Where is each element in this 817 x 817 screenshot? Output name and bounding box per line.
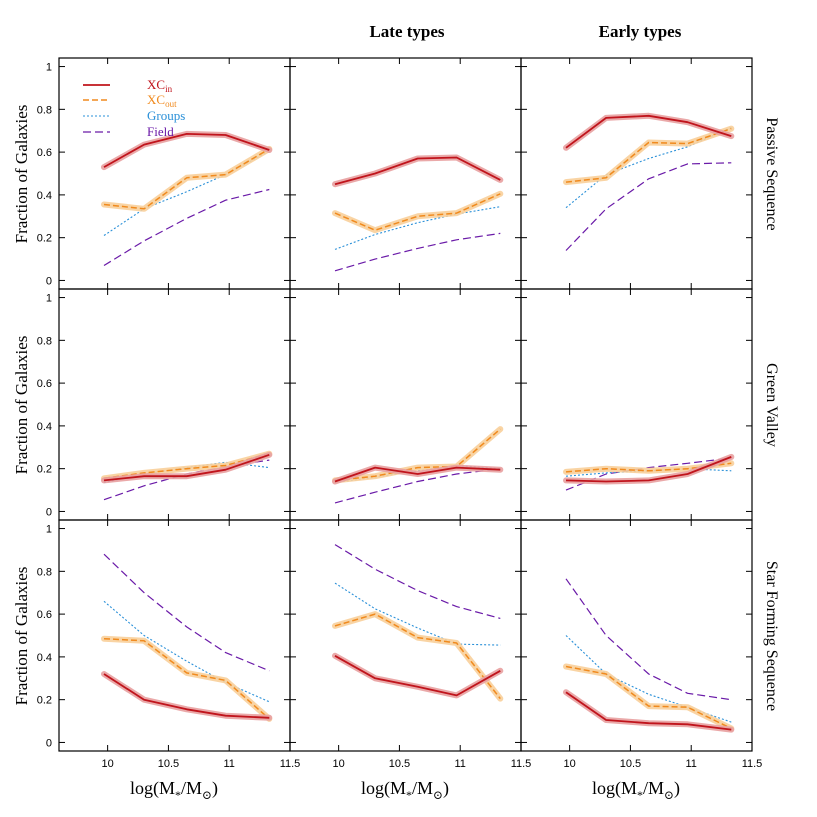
panel-r2-c2 <box>289 288 522 521</box>
row-title-green-valley: Green Valley <box>763 363 780 447</box>
panel-frame <box>58 57 291 290</box>
panel-r3-c3: 10 10.5 11 11.5 <box>520 519 763 770</box>
x-axis-label-col3: log(M*/M⊙) <box>592 778 680 802</box>
y-tick-label: 0.4 <box>37 652 52 664</box>
y-tick-label: 1 <box>46 293 52 305</box>
x-tick-label: 10 <box>333 758 345 770</box>
legend: XCin XCout Groups Field <box>83 77 185 139</box>
panel-frame <box>520 288 753 521</box>
series-band-xc-out <box>101 145 273 212</box>
panel-frame <box>289 519 522 752</box>
panel-r2-c1: 0 0.2 0.4 0.6 0.8 1 <box>37 288 291 521</box>
series-line-xc-out <box>334 193 501 231</box>
row-title-star-forming-sequence: Star Forming Sequence <box>763 561 780 711</box>
series-line-groups <box>334 206 501 250</box>
series-line-field <box>334 232 501 272</box>
x-tick-label: 11.5 <box>280 758 301 770</box>
y-tick-label: 0.6 <box>37 147 52 159</box>
y-axis-label-row3: Fraction of Galaxies <box>12 567 31 706</box>
x-axis-label-col2: log(M*/M⊙) <box>361 778 449 802</box>
panel-r3-c1: 0 0.2 0.4 0.6 0.8 1 10 10.5 11 11.5 <box>37 519 301 770</box>
series-line-xc-in <box>103 673 270 719</box>
y-tick-label: 0 <box>46 737 52 749</box>
x-tick-label: 11 <box>223 758 234 770</box>
legend-label-xc-out: XCout <box>147 92 177 109</box>
y-tick-label: 0.6 <box>37 378 52 390</box>
legend-label-xc-in: XCin <box>147 77 173 94</box>
series-band-xc-in <box>332 652 504 699</box>
series-line-xc-in <box>565 114 732 149</box>
row-title-passive-sequence: Passive Sequence <box>763 117 780 230</box>
panel-r1-c3 <box>520 57 753 290</box>
y-tick-label: 0 <box>46 275 52 287</box>
series-line-xc-in <box>565 691 732 731</box>
x-tick-label: 11 <box>454 758 465 770</box>
series-line-xc-in <box>334 655 501 697</box>
y-tick-label: 0.2 <box>37 464 52 476</box>
y-axis-label-row1: Fraction of Galaxies <box>12 105 31 244</box>
series-line-groups <box>565 126 732 209</box>
y-tick-label: 0.2 <box>37 233 52 245</box>
panel-r2-c3 <box>520 288 753 521</box>
series-line-xc-out <box>334 613 501 700</box>
panel-r1-c2 <box>289 57 522 290</box>
series-line-xc-in <box>103 453 270 482</box>
y-tick-label: 1 <box>46 62 52 74</box>
y-tick-label: 0.8 <box>37 104 52 116</box>
x-tick-label: 10 <box>102 758 114 770</box>
series-line-xc-out <box>334 428 501 482</box>
series-band-xc-in <box>332 154 504 188</box>
y-tick-label: 0 <box>46 506 52 518</box>
series-line-xc-in <box>334 156 501 186</box>
panel-r1-c1: 0 0.2 0.4 0.6 0.8 1 <box>37 57 291 290</box>
panel-frame <box>289 288 522 521</box>
x-tick-label: 11.5 <box>511 758 532 770</box>
x-axis-label-col1: log(M*/M⊙) <box>130 778 218 802</box>
series-line-field <box>103 188 270 267</box>
x-tick-label: 11.5 <box>742 758 763 770</box>
panel-frame <box>520 57 753 290</box>
y-tick-label: 0.6 <box>37 609 52 621</box>
legend-label-field: Field <box>147 124 174 139</box>
panel-frame <box>520 519 753 752</box>
series-band-xc-out <box>563 663 735 732</box>
column-title-late-types: Late types <box>369 22 444 41</box>
x-tick-label: 10 <box>564 758 576 770</box>
series-line-xc-in <box>565 456 732 483</box>
y-axis-label-row2: Fraction of Galaxies <box>12 336 31 475</box>
x-tick-label: 10.5 <box>389 758 410 770</box>
panel-grid: 00.20.40.60.8100.20.40.60.8100.20.40.60.… <box>37 57 763 770</box>
y-tick-label: 0.4 <box>37 421 52 433</box>
series-line-xc-out <box>103 637 270 720</box>
panel-frame <box>58 288 291 521</box>
series-line-xc-in <box>334 466 501 483</box>
series-line-xc-out <box>565 665 732 730</box>
series-line-field <box>103 553 270 672</box>
column-title-early-types: Early types <box>599 22 682 41</box>
x-tick-label: 11 <box>685 758 696 770</box>
panel-r3-c2: 10 10.5 11 11.5 <box>289 519 532 770</box>
series-line-xc-out <box>103 148 270 210</box>
series-band-xc-out <box>332 190 504 234</box>
y-tick-label: 0.8 <box>37 335 52 347</box>
y-tick-label: 1 <box>46 524 52 536</box>
series-line-groups <box>565 635 732 723</box>
series-line-xc-out <box>565 127 732 183</box>
y-tick-label: 0.4 <box>37 190 52 202</box>
y-tick-label: 0.2 <box>37 695 52 707</box>
series-line-xc-in <box>103 132 270 168</box>
series-line-field <box>334 544 501 619</box>
x-tick-label: 10.5 <box>158 758 179 770</box>
legend-label-groups: Groups <box>147 108 185 123</box>
y-tick-label: 0.8 <box>37 566 52 578</box>
series-line-field <box>565 162 732 251</box>
series-line-field <box>565 578 732 701</box>
x-tick-label: 10.5 <box>620 758 641 770</box>
series-line-field <box>334 468 501 504</box>
